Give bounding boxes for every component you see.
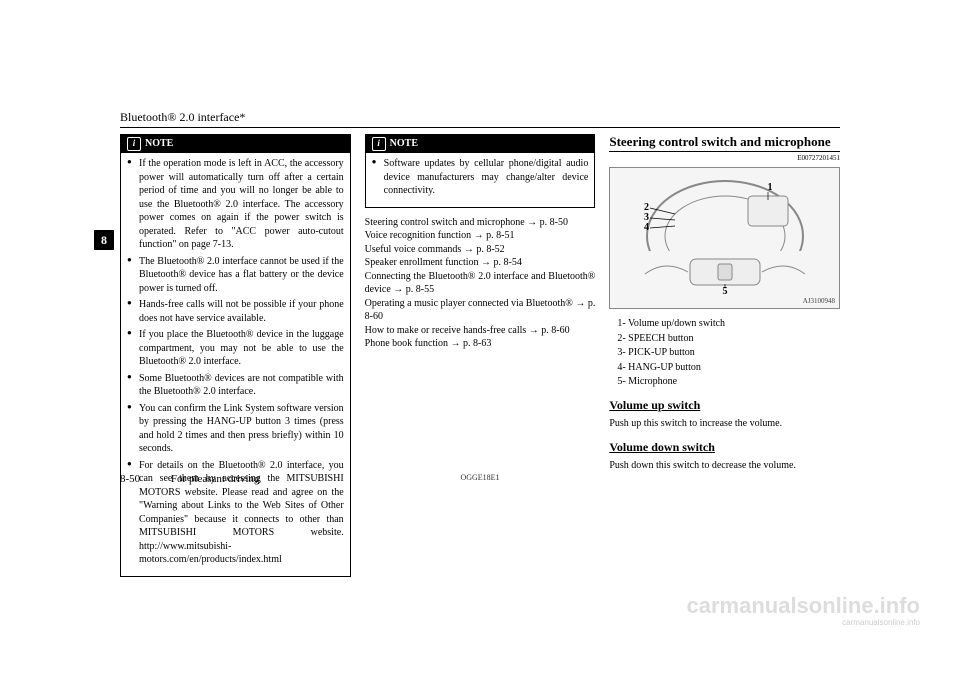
callout-item: 5- Microphone	[617, 375, 840, 389]
content-columns: i NOTE If the operation mode is left in …	[120, 134, 840, 585]
note-item: If you place the Bluetooth® device in th…	[127, 328, 344, 369]
microphone-illustration: 5	[640, 254, 810, 294]
figure-code: AJ3100948	[803, 297, 835, 306]
column-3: Steering control switch and microphone E…	[609, 134, 840, 585]
svg-text:4: 4	[644, 222, 649, 233]
watermark-main: carmanualsonline.info	[687, 593, 921, 619]
page-header-title: Bluetooth® 2.0 interface*	[120, 110, 840, 128]
svg-text:1: 1	[768, 182, 773, 193]
steering-wheel-illustration: 1 2 3 4	[640, 176, 810, 251]
callout-list: 1- Volume up/down switch 2- SPEECH butto…	[609, 317, 840, 389]
note-box-2: i NOTE Software updates by cellular phon…	[365, 134, 596, 208]
note-header: i NOTE	[121, 135, 350, 153]
note-label: NOTE	[145, 137, 173, 151]
note-label: NOTE	[390, 137, 418, 151]
sub-text: Push up this switch to increase the volu…	[609, 417, 840, 431]
note-box-1: i NOTE If the operation mode is left in …	[120, 134, 351, 577]
note-item: The Bluetooth® 2.0 interface cannot be u…	[127, 255, 344, 296]
watermark-sub: carmanualsonline.info	[842, 618, 920, 627]
info-icon: i	[127, 137, 141, 151]
note-item: Software updates by cellular phone/digit…	[372, 157, 589, 198]
section-heading: Steering control switch and microphone	[609, 134, 840, 152]
note-body: If the operation mode is left in ACC, th…	[121, 153, 350, 576]
sub-heading-volume-down: Volume down switch	[609, 439, 840, 455]
cross-ref: Speaker enrollment function → p. 8-54	[365, 256, 596, 270]
section-code: E00727201451	[609, 154, 840, 163]
page-footer: 8-50 For pleasant driving OGGE18E1	[120, 473, 840, 485]
chapter-tab: 8	[94, 230, 114, 250]
note-body: Software updates by cellular phone/digit…	[366, 153, 595, 207]
footer-section: For pleasant driving	[171, 473, 260, 485]
footer-code: OGGE18E1	[460, 473, 499, 482]
note-item: You can confirm the Link System software…	[127, 402, 344, 456]
cross-ref: How to make or receive hands-free calls …	[365, 324, 596, 338]
sub-heading-volume-up: Volume up switch	[609, 397, 840, 413]
manual-page: 8 Bluetooth® 2.0 interface* i NOTE If th…	[120, 0, 840, 585]
info-icon: i	[372, 137, 386, 151]
callout-item: 4- HANG-UP button	[617, 361, 840, 375]
cross-ref: Operating a music player connected via B…	[365, 297, 596, 324]
cross-ref: Steering control switch and microphone →…	[365, 216, 596, 230]
note-item: Hands-free calls will not be possible if…	[127, 298, 344, 325]
page-number: 8-50	[120, 473, 140, 485]
figure-steering-microphone: 1 2 3 4 5 AJ3100948	[609, 167, 840, 309]
callout-item: 1- Volume up/down switch	[617, 317, 840, 331]
note-header: i NOTE	[366, 135, 595, 153]
note-item: Some Bluetooth® devices are not compatib…	[127, 372, 344, 399]
cross-ref: Useful voice commands → p. 8-52	[365, 243, 596, 257]
note-item: If the operation mode is left in ACC, th…	[127, 157, 344, 252]
column-2: i NOTE Software updates by cellular phon…	[365, 134, 596, 585]
cross-ref: Voice recognition function → p. 8-51	[365, 229, 596, 243]
callout-item: 3- PICK-UP button	[617, 346, 840, 360]
cross-ref: Phone book function → p. 8-63	[365, 337, 596, 351]
column-1: i NOTE If the operation mode is left in …	[120, 134, 351, 585]
sub-text: Push down this switch to decrease the vo…	[609, 459, 840, 473]
cross-ref: Connecting the Bluetooth® 2.0 interface …	[365, 270, 596, 297]
callout-item: 2- SPEECH button	[617, 332, 840, 346]
